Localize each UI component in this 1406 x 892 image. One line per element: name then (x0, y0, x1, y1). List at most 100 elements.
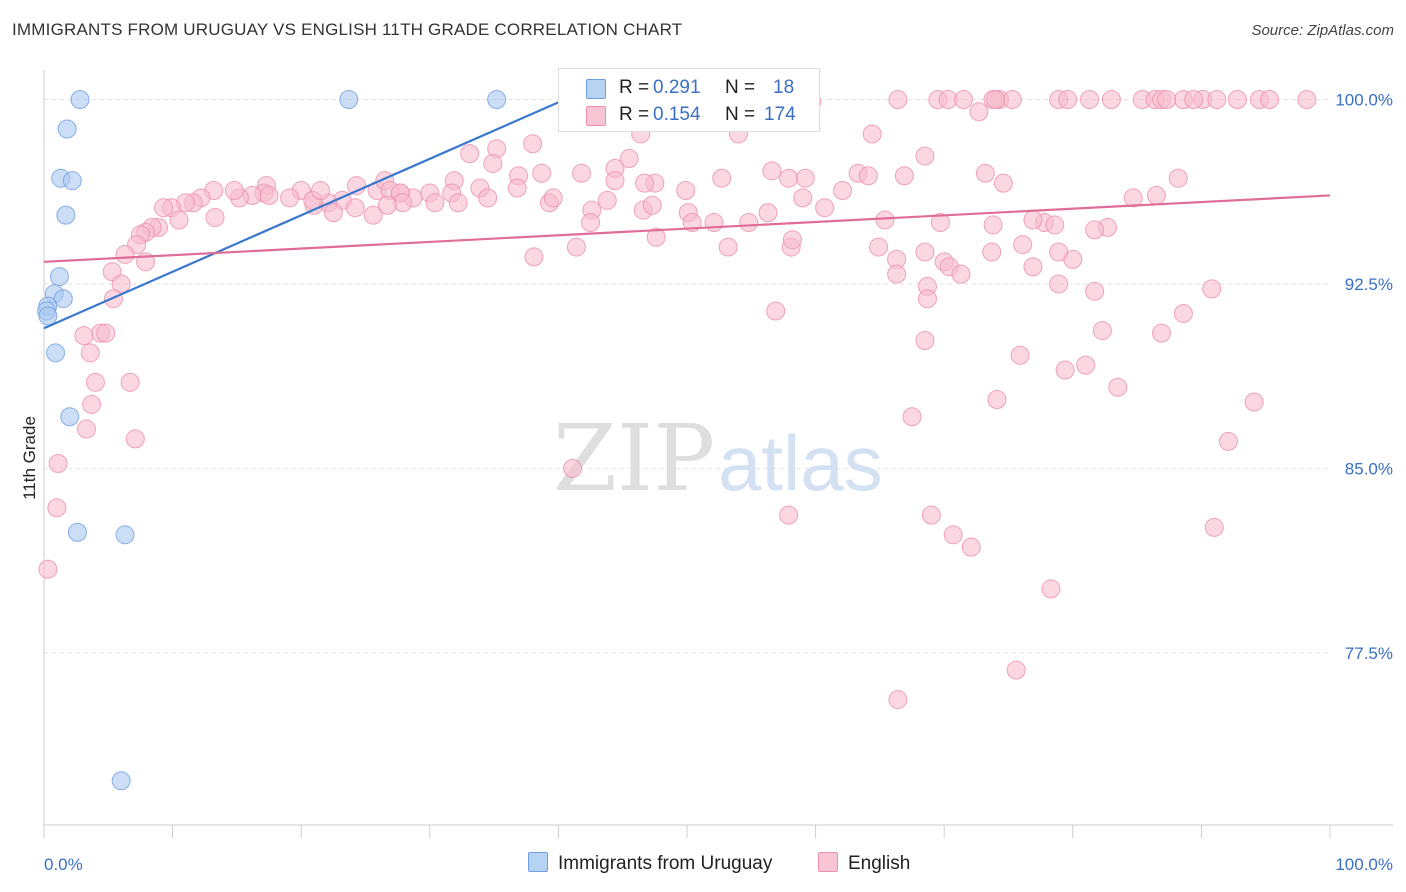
english-point (739, 212, 759, 232)
english-point (543, 188, 563, 208)
english-point (1080, 90, 1100, 110)
english-point (345, 198, 365, 218)
english-point (1244, 392, 1264, 412)
english-point (969, 102, 989, 122)
english-point (1023, 257, 1043, 277)
stats-legend: R = 0.291 N = 18 R = 0.154 N = 174 (558, 68, 820, 132)
uruguay-point (111, 771, 131, 791)
uruguay-r-value: 0.291 (653, 77, 701, 98)
english-point (758, 203, 778, 223)
uruguay-n-value: 18 (773, 77, 795, 98)
english-point (762, 161, 782, 181)
english-point (224, 181, 244, 201)
english-point (1202, 279, 1222, 299)
uruguay-point (56, 205, 76, 225)
english-point (1010, 345, 1030, 365)
uruguay-point (487, 90, 507, 110)
english-point (915, 331, 935, 351)
uruguay-point (62, 171, 82, 191)
english-point (833, 181, 853, 201)
english-point (47, 498, 67, 518)
y-tick-label: 77.5% (1345, 644, 1393, 663)
axes (43, 70, 1393, 838)
english-point (712, 168, 732, 188)
english-point (642, 195, 662, 215)
uruguay-point (49, 267, 69, 287)
english-point (915, 242, 935, 262)
english-point (951, 264, 971, 284)
uruguay-swatch (586, 79, 606, 99)
english-point (280, 188, 300, 208)
english-point (597, 190, 617, 210)
english-point (646, 227, 666, 247)
english-point (605, 171, 625, 191)
english-point (943, 525, 963, 545)
english-point (795, 168, 815, 188)
uruguay-point (67, 522, 87, 542)
english-point (961, 537, 981, 557)
english-point (205, 208, 225, 228)
english-point (635, 173, 655, 193)
english-point (704, 212, 724, 232)
english-point (1055, 360, 1075, 380)
english-point (862, 124, 882, 144)
english-point (987, 390, 1007, 410)
english-point (323, 203, 343, 223)
bottom-english-swatch (818, 852, 838, 872)
watermark-atlas: atlas (718, 419, 883, 507)
english-point (1207, 90, 1227, 110)
legend-row-uruguay: R = 0.291 N = 18 (559, 75, 819, 103)
uruguay-point (53, 289, 73, 309)
bottom-english-label: English (848, 853, 911, 874)
bottom-legend-english: English (818, 852, 910, 875)
english-point (566, 237, 586, 257)
english-point (1085, 281, 1105, 301)
bottom-uruguay-label: Immigrants from Uruguay (558, 853, 773, 874)
english-point (120, 372, 140, 392)
english-point (1218, 431, 1238, 451)
english-point (125, 429, 145, 449)
uruguay-point (38, 306, 58, 326)
english-point (676, 181, 696, 201)
english-point (1123, 188, 1143, 208)
bottom-legend-uruguay: Immigrants from Uruguay (528, 852, 772, 875)
english-point (377, 195, 397, 215)
english-point (986, 90, 1006, 110)
english-point (888, 90, 908, 110)
uruguay-point (115, 525, 135, 545)
english-point (1108, 377, 1128, 397)
english-swatch (586, 106, 606, 126)
english-point (1297, 90, 1317, 110)
uruguay-point (70, 90, 90, 110)
english-point (169, 210, 189, 230)
english-point (894, 166, 914, 186)
english-point (1023, 210, 1043, 230)
n-label: N = (725, 77, 756, 98)
english-point (85, 372, 105, 392)
english-point (448, 193, 468, 213)
english-point (1049, 242, 1069, 262)
y-tick-labels: 100.0% 92.5% 85.0% 77.5% (1335, 91, 1393, 663)
english-point (1076, 355, 1096, 375)
english-point (1184, 90, 1204, 110)
english-point (1152, 323, 1172, 343)
english-point (532, 163, 552, 183)
english-point (80, 343, 100, 363)
english-point (1204, 517, 1224, 537)
english-point (38, 559, 58, 579)
english-n-value: 174 (764, 104, 796, 125)
english-point (111, 274, 131, 294)
uruguay-point (339, 90, 359, 110)
english-point (572, 163, 592, 183)
x-tick-labels: 0.0% 100.0% (44, 855, 1393, 874)
english-point (975, 163, 995, 183)
english-point (815, 198, 835, 218)
uruguay-point (57, 119, 77, 139)
y-tick-label: 100.0% (1335, 91, 1393, 110)
y-tick-label: 92.5% (1345, 275, 1393, 294)
english-point (888, 690, 908, 710)
english-point (524, 247, 544, 267)
english-point (1006, 660, 1026, 680)
english-point (1049, 274, 1069, 294)
